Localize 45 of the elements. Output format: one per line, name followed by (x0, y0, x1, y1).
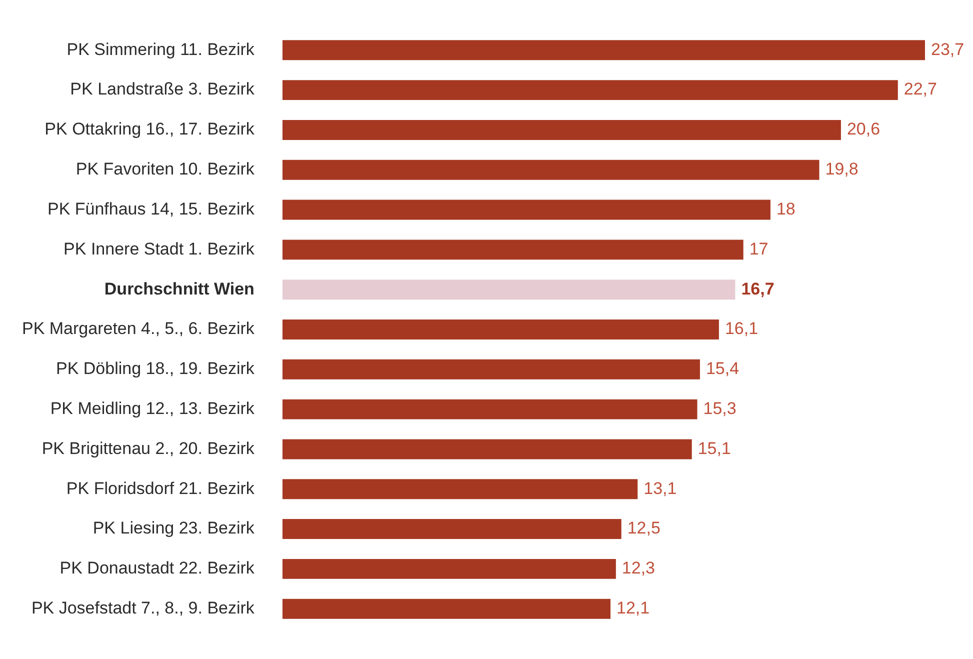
y-tick-label: PK Favoriten 10. Bezirk (76, 160, 255, 179)
bar (282, 80, 898, 100)
y-tick-label: Durchschnitt Wien (104, 279, 254, 298)
y-tick-label: PK Liesing 23. Bezirk (92, 518, 255, 538)
bar (282, 519, 622, 540)
data-label: 12,3 (622, 558, 656, 578)
bar (282, 280, 736, 300)
bar (282, 558, 616, 579)
bar (282, 40, 925, 60)
y-tick-label: PK Donaustadt 22. Bezirk (60, 558, 255, 578)
data-label: 19,8 (825, 160, 858, 179)
data-label: 16,7 (741, 279, 774, 298)
y-tick-label: PK Ottakring 16., 17. Bezirk (44, 120, 255, 139)
bar (282, 240, 744, 260)
bar (282, 359, 700, 380)
bar (282, 439, 692, 460)
y-tick-label: PK Brigittenau 2., 20. Bezirk (42, 438, 255, 458)
data-label: 12,5 (627, 518, 660, 538)
bar (282, 200, 770, 220)
data-label: 13,1 (644, 478, 677, 498)
data-label: 22,7 (904, 80, 937, 99)
bar (282, 160, 820, 180)
y-tick-label: PK Floridsdorf 21. Bezirk (66, 478, 255, 498)
y-tick-label: PK Josefstadt 7., 8., 9. Bezirk (31, 598, 255, 618)
bar (282, 598, 610, 619)
data-label: 12,1 (616, 598, 650, 618)
y-tick-label: PK Innere Stadt 1. Bezirk (64, 239, 255, 258)
bar (282, 320, 719, 340)
data-label: 20,6 (846, 120, 880, 139)
data-label: 23,7 (931, 40, 964, 59)
bar (282, 479, 638, 500)
bar (282, 120, 841, 140)
data-label: 16,1 (724, 319, 758, 338)
data-label: 15,3 (703, 399, 736, 418)
data-label: 15,1 (698, 438, 731, 458)
y-tick-label: PK Simmering 11. Bezirk (66, 40, 255, 59)
bar (282, 399, 698, 420)
data-label: 17 (749, 239, 768, 258)
y-tick-label: PK Fünfhaus 14, 15. Bezirk (47, 199, 255, 218)
y-tick-label: PK Meidling 12., 13. Bezirk (50, 399, 255, 418)
y-tick-label: PK Döbling 18., 19. Bezirk (56, 359, 255, 378)
data-label: 15,4 (706, 359, 740, 378)
y-tick-label: PK Landstraße 3. Bezirk (70, 80, 255, 99)
y-tick-label: PK Margareten 4., 5., 6. Bezirk (22, 319, 255, 338)
data-label: 18 (776, 199, 796, 218)
